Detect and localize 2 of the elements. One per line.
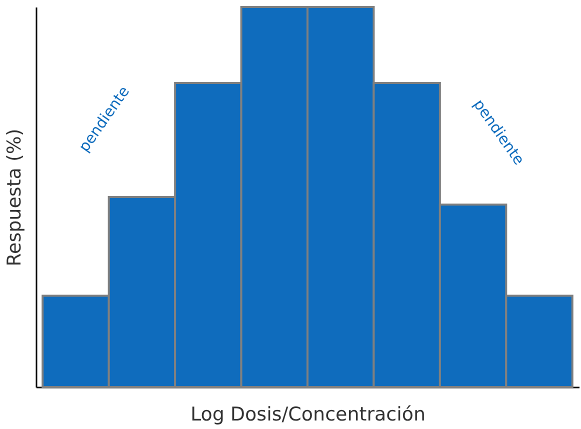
y-axis-title: Respuesta (%) [4, 128, 26, 266]
x-axis-title: Log Dosis/Concentración [190, 404, 426, 426]
